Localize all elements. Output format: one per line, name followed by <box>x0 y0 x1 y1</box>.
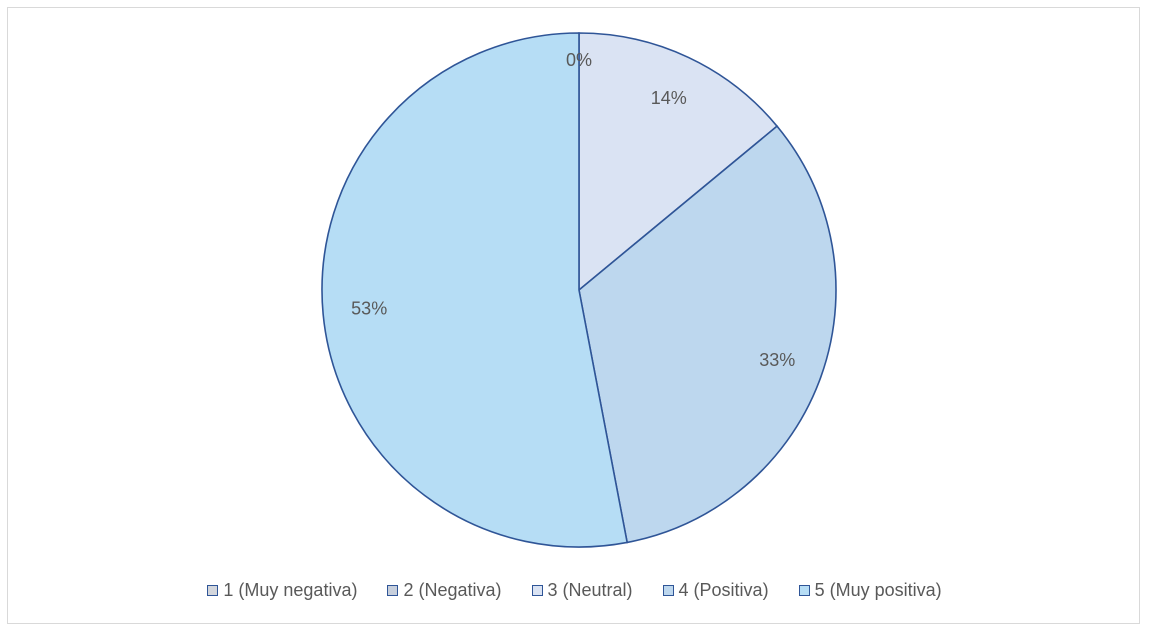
pie-slice-5-muy-positiva <box>321 32 629 548</box>
legend-item-3-neutral: 3 (Neutral) <box>531 579 633 601</box>
legend-swatch-icon <box>798 584 810 596</box>
pie-slice-3-neutral <box>578 32 779 292</box>
legend-item-1-muy-negativa: 1 (Muy negativa) <box>207 580 357 601</box>
pie-slices <box>321 32 837 548</box>
legend-label: 1 (Muy negativa) <box>223 579 358 600</box>
pie-slice-4-positiva <box>578 125 837 544</box>
legend-swatch-icon <box>387 584 399 596</box>
data-label-1-muy-negativa: 0% <box>566 50 592 70</box>
legend-label: 3 (Neutral) <box>547 579 633 600</box>
legend-swatch-icon <box>531 584 543 596</box>
legend-item-2-negativa: 2 (Negativa) <box>387 579 502 601</box>
data-label-3-neutral: 14% <box>651 88 687 108</box>
pie-data-labels: 0% 14% 33% 53% <box>351 50 795 370</box>
legend-swatch-icon <box>207 584 219 596</box>
legend: 1 (Muy negativa) 2 (Negativa) 3 (Neutral) 4… <box>0 578 1149 602</box>
legend-label: 4 (Positiva) <box>678 579 769 600</box>
legend-label: 5 (Muy positiva) <box>814 579 942 600</box>
data-label-5-muy-positiva: 53% <box>351 299 387 319</box>
legend-swatch-icon <box>662 584 674 596</box>
legend-label: 2 (Negativa) <box>403 579 502 600</box>
legend-item-4-positiva: 4 (Positiva) <box>662 579 769 601</box>
data-label-4-positiva: 33% <box>759 350 795 370</box>
legend-item-5-muy-positiva: 5 (Muy positiva) <box>798 579 942 601</box>
